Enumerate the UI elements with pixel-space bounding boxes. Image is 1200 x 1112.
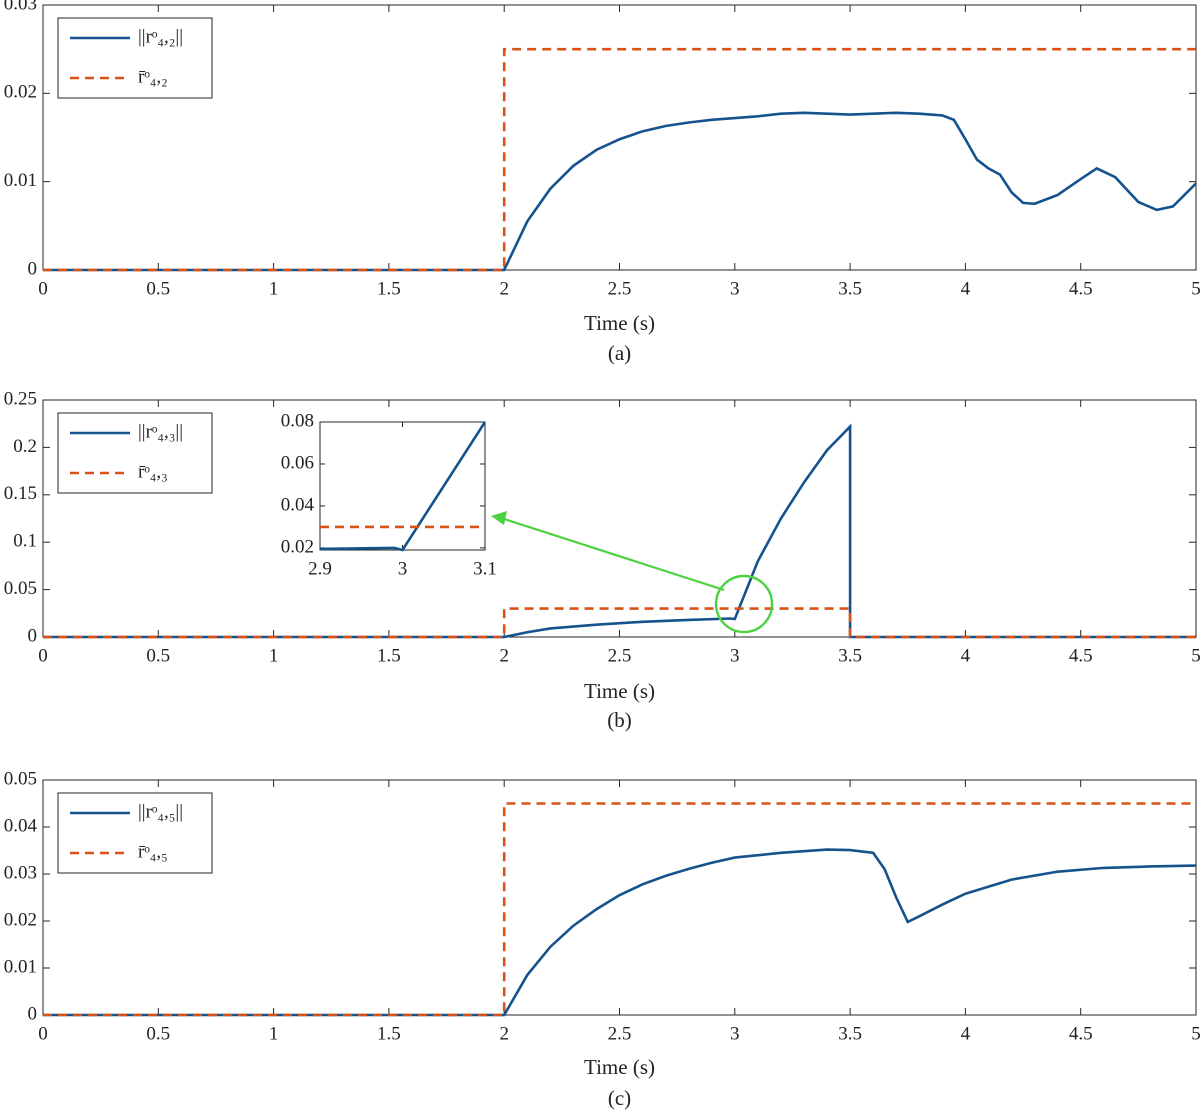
y-tick-label: 0: [28, 1003, 38, 1024]
inset-line: [320, 421, 485, 552]
y-tick-label: 0.03: [4, 0, 37, 14]
x-tick-label: 3.1: [473, 558, 497, 579]
legend: ||rᵒ₄,₂|| r̄ᵒ₄,₂: [57, 17, 213, 99]
legend-label: ||rᵒ₄,₅||: [138, 801, 183, 822]
x-tick-label: 3: [730, 278, 740, 299]
caption: (a): [608, 341, 631, 365]
series-line: [43, 423, 1196, 639]
series-line: [43, 848, 1196, 1017]
x-tick-label: 1.5: [377, 645, 401, 666]
x-tick-label: 0: [38, 278, 48, 299]
legend: ||rᵒ₄,₅|| r̄ᵒ₄,₅: [57, 792, 213, 874]
series-line: [43, 802, 1196, 1017]
y-tick-label: 0: [28, 258, 38, 279]
x-tick-label: 5: [1191, 645, 1200, 666]
x-tick-label: 0.5: [146, 278, 170, 299]
y-tick-label: 0.04: [281, 494, 315, 515]
legend-label: r̄ᵒ₄,₂: [138, 66, 168, 87]
x-tick-label: 2.5: [608, 1023, 632, 1044]
x-tick-label: 4.5: [1069, 1023, 1093, 1044]
caption: (c): [608, 1086, 631, 1110]
inset-axes: 2.9 3 3.1 0.02 0.04 0.06 0.08: [281, 410, 497, 579]
x-tick-label: 2.9: [308, 558, 332, 579]
y-tick-label: 0.02: [4, 909, 37, 930]
x-tick-label: 5: [1191, 278, 1200, 299]
x-tick-label: 1: [269, 278, 279, 299]
x-tick-label: 3.5: [838, 278, 862, 299]
x-tick-label: 0: [38, 1023, 48, 1044]
y-tick-label: 0.06: [281, 452, 314, 473]
y-tick-label: 0: [28, 625, 38, 646]
legend-label: ||rᵒ₄,₃||: [138, 421, 183, 442]
x-tick-label: 4: [961, 645, 971, 666]
legend-box: [57, 412, 213, 494]
y-tick-label: 0.04: [4, 815, 38, 836]
y-tick-label: 0.01: [4, 956, 37, 977]
x-tick-label: 0: [38, 645, 48, 666]
x-tick-label: 1.5: [377, 1023, 401, 1044]
axes: 0 0.5 1 1.5 2 2.5 3 3.5 4 4.5 5 0 0.01 0.02 0.03: [4, 0, 1200, 299]
x-tick-label: 1: [269, 1023, 279, 1044]
legend-label: r̄ᵒ₄,₃: [138, 461, 168, 482]
x-tick-label: 5: [1191, 1023, 1200, 1044]
x-tick-label: 4.5: [1069, 278, 1093, 299]
x-tick-label: 1.5: [377, 278, 401, 299]
x-tick-label: 2.5: [608, 278, 632, 299]
y-tick-label: 0.02: [281, 536, 314, 557]
y-tick-label: 0.05: [4, 578, 37, 599]
y-tick-label: 0.02: [4, 82, 37, 103]
legend-label: ||rᵒ₄,₂||: [138, 26, 183, 47]
x-tick-label: 2: [499, 645, 509, 666]
x-tick-label: 0.5: [146, 645, 170, 666]
series-line: [43, 607, 1196, 639]
legend-box: [57, 17, 213, 99]
axes: 0 0.5 1 1.5 2 2.5 3 3.5 4 4.5 5 0 0.05 0.1 0.15 0.2 0.25: [4, 388, 1200, 666]
x-tick-label: 2: [499, 278, 509, 299]
x-tick-label: 0.5: [146, 1023, 170, 1044]
y-tick-label: 0.01: [4, 170, 37, 191]
zoom-arrow-head: [491, 511, 507, 525]
x-axis-label: Time (s): [584, 311, 655, 335]
legend: ||rᵒ₄,₃|| r̄ᵒ₄,₃: [57, 412, 213, 494]
y-tick-label: 0.03: [4, 862, 37, 883]
x-tick-label: 3: [730, 1023, 740, 1044]
y-tick-label: 0.15: [4, 483, 37, 504]
x-tick-label: 4.5: [1069, 645, 1093, 666]
legend-box: [57, 792, 213, 874]
x-tick-label: 3: [398, 558, 408, 579]
x-axis-label: Time (s): [584, 1055, 655, 1079]
x-tick-label: 3: [730, 645, 740, 666]
x-tick-label: 2.5: [608, 645, 632, 666]
series-line: [43, 47, 1196, 272]
y-tick-label: 0.05: [4, 768, 37, 789]
x-tick-label: 3.5: [838, 645, 862, 666]
x-tick-label: 4: [961, 278, 971, 299]
legend-label: r̄ᵒ₄,₅: [138, 841, 168, 862]
axes: 0 0.5 1 1.5 2 2.5 3 3.5 4 4.5 5 0 0.01 0.02 0.03 0.04 0.…: [4, 768, 1200, 1044]
y-tick-label: 0.1: [13, 531, 37, 552]
caption: (b): [607, 708, 632, 732]
y-tick-label: 0.08: [281, 410, 314, 431]
zoom-arrow: [500, 516, 725, 592]
zoom-circle: [714, 574, 774, 634]
x-tick-label: 3.5: [838, 1023, 862, 1044]
x-tick-label: 2: [499, 1023, 509, 1044]
series-line: [43, 111, 1196, 272]
y-tick-label: 0.25: [4, 388, 37, 409]
x-tick-label: 4: [961, 1023, 971, 1044]
y-tick-label: 0.2: [13, 436, 37, 457]
x-tick-label: 1: [269, 645, 279, 666]
x-axis-label: Time (s): [584, 679, 655, 703]
